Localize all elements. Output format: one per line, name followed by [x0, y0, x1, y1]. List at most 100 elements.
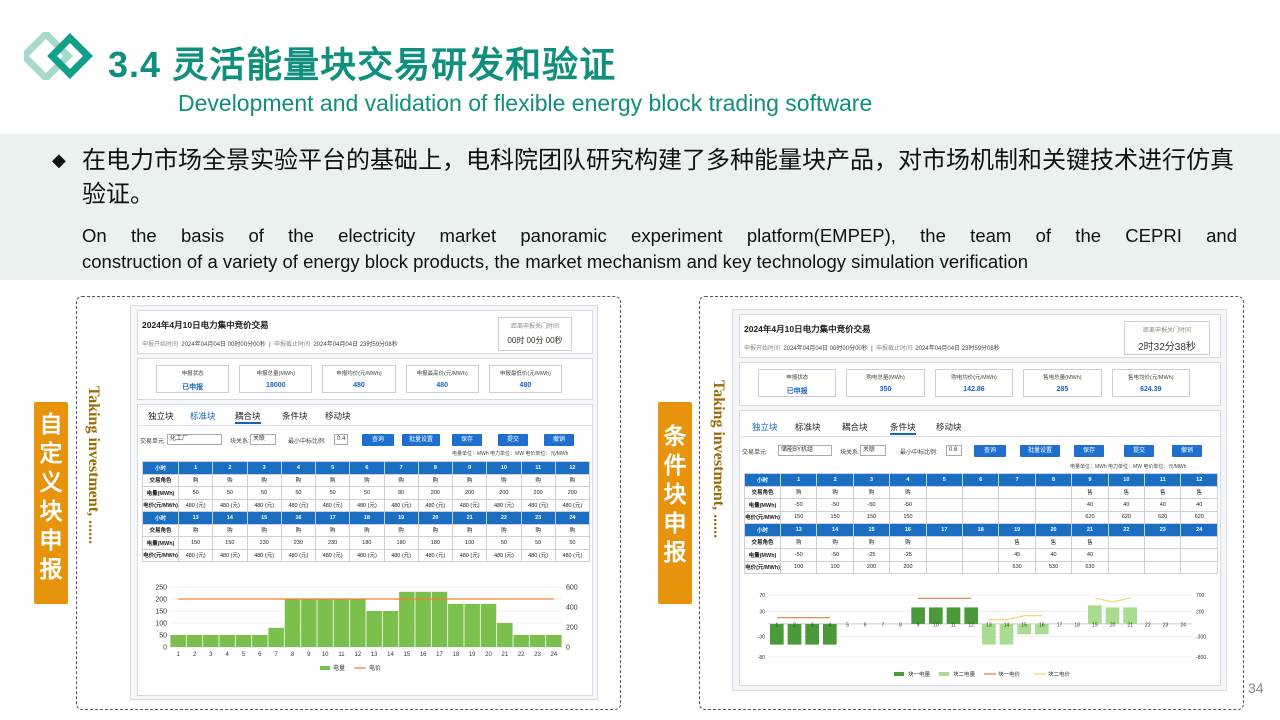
table-cell[interactable]: 480 (元) — [280, 498, 317, 512]
left-tab-conditional[interactable]: 条件块 — [282, 411, 308, 421]
table-cell[interactable]: 480 (元) — [246, 548, 282, 562]
table-cell[interactable] — [1107, 535, 1146, 549]
table-cell[interactable] — [962, 548, 1000, 562]
table-cell[interactable]: 购 — [383, 473, 419, 487]
table-cell[interactable]: 100 — [816, 560, 854, 574]
table-cell[interactable]: 购 — [486, 473, 522, 487]
table-cell[interactable]: 480 (元) — [280, 548, 317, 562]
table-cell[interactable] — [925, 560, 964, 574]
table-cell[interactable]: 50 — [554, 536, 591, 550]
table-cell[interactable]: 630 — [1071, 560, 1109, 574]
table-cell[interactable]: 620 — [1180, 510, 1218, 524]
table-cell[interactable]: 480 (元) — [451, 548, 488, 562]
left-tab-moving[interactable]: 移动块 — [325, 411, 351, 421]
left-revoke-button[interactable]: 撤销 — [544, 434, 574, 446]
right-tab-conditional[interactable]: 条件块 — [890, 421, 916, 435]
table-cell[interactable] — [1180, 535, 1218, 549]
table-cell[interactable]: 200 — [417, 486, 454, 500]
table-cell[interactable]: 45 — [998, 548, 1036, 562]
table-cell[interactable]: 50 — [280, 486, 317, 500]
table-cell[interactable]: 180 — [349, 536, 385, 550]
right-save-button[interactable]: 保存 — [1074, 445, 1104, 457]
table-cell[interactable]: -25 — [889, 548, 927, 562]
table-cell[interactable]: 480 (元) — [212, 548, 248, 562]
table-cell[interactable]: 200 — [554, 486, 591, 500]
table-cell[interactable] — [998, 510, 1036, 524]
table-cell[interactable] — [1144, 548, 1182, 562]
table-cell[interactable]: 购 — [852, 535, 891, 549]
table-cell[interactable]: 购 — [280, 523, 317, 537]
table-cell[interactable]: 180 — [417, 536, 454, 550]
table-cell[interactable]: 购 — [212, 473, 248, 487]
table-cell[interactable]: -50 — [779, 548, 818, 562]
table-cell[interactable] — [962, 485, 1000, 499]
right-revoke-button[interactable]: 撤销 — [1172, 445, 1202, 457]
table-cell[interactable] — [1144, 560, 1182, 574]
table-cell[interactable]: 购 — [314, 523, 351, 537]
table-cell[interactable]: -25 — [852, 548, 891, 562]
table-cell[interactable]: 480 (元) — [177, 548, 214, 562]
table-cell[interactable]: 480 (元) — [451, 498, 488, 512]
table-cell[interactable]: 200 — [486, 486, 522, 500]
table-cell[interactable]: 200 — [889, 560, 927, 574]
right-unit-select[interactable]: 储能BY机组 — [778, 445, 832, 456]
table-cell[interactable]: 100 — [779, 560, 818, 574]
table-cell[interactable]: 150 — [816, 510, 854, 524]
table-cell[interactable]: 100 — [451, 536, 488, 550]
left-save-button[interactable]: 保存 — [452, 434, 482, 446]
table-cell[interactable]: 购 — [816, 485, 854, 499]
table-cell[interactable]: 40 — [1144, 498, 1182, 512]
table-cell[interactable]: 480 (元) — [383, 548, 419, 562]
left-unit-select[interactable]: 化工厂 — [167, 434, 222, 445]
table-cell[interactable]: 购 — [383, 523, 419, 537]
table-cell[interactable]: 售 — [1071, 535, 1109, 549]
table-cell[interactable]: 购 — [816, 535, 854, 549]
right-tab-standard[interactable]: 标准块 — [795, 422, 821, 432]
table-cell[interactable]: 480 (元) — [520, 498, 556, 512]
table-cell[interactable] — [1107, 560, 1146, 574]
table-cell[interactable]: 购 — [349, 523, 385, 537]
table-cell[interactable]: 480 (元) — [212, 498, 248, 512]
table-cell[interactable]: 150 — [212, 536, 248, 550]
table-cell[interactable]: -50 — [779, 498, 818, 512]
table-cell[interactable]: 售 — [998, 535, 1036, 549]
table-cell[interactable]: -50 — [852, 498, 891, 512]
table-cell[interactable]: -50 — [816, 548, 854, 562]
table-cell[interactable] — [1144, 535, 1182, 549]
table-cell[interactable] — [962, 560, 1000, 574]
table-cell[interactable]: 购 — [280, 473, 317, 487]
right-tab-coupled[interactable]: 耦合块 — [842, 422, 868, 432]
table-cell[interactable]: 50 — [520, 536, 556, 550]
table-cell[interactable]: 620 — [1071, 510, 1109, 524]
table-cell[interactable]: 购 — [889, 485, 927, 499]
left-batch-button[interactable]: 批量设置 — [402, 434, 440, 446]
table-cell[interactable]: 购 — [889, 535, 927, 549]
table-cell[interactable] — [925, 535, 964, 549]
table-cell[interactable] — [925, 498, 964, 512]
table-cell[interactable]: 购 — [212, 523, 248, 537]
table-cell[interactable]: 80 — [383, 486, 419, 500]
table-cell[interactable] — [1180, 548, 1218, 562]
table-cell[interactable] — [1107, 548, 1146, 562]
table-cell[interactable]: 购 — [314, 473, 351, 487]
table-cell[interactable]: 200 — [520, 486, 556, 500]
table-cell[interactable]: 售 — [1144, 485, 1182, 499]
left-submit-button[interactable]: 提交 — [498, 434, 528, 446]
table-cell[interactable]: 售 — [1071, 485, 1109, 499]
table-cell[interactable]: 购 — [417, 523, 454, 537]
table-cell[interactable]: 购 — [520, 473, 556, 487]
right-batch-button[interactable]: 批量设置 — [1020, 445, 1060, 457]
table-cell[interactable]: 480 (元) — [314, 498, 351, 512]
table-cell[interactable]: 购 — [451, 523, 488, 537]
right-query-button[interactable]: 查询 — [974, 445, 1006, 457]
table-cell[interactable]: 购 — [520, 523, 556, 537]
table-cell[interactable]: 40 — [1071, 498, 1109, 512]
left-rel-select[interactable]: 关联 — [250, 434, 276, 445]
table-cell[interactable]: 150 — [889, 510, 927, 524]
table-cell[interactable] — [925, 485, 964, 499]
table-cell[interactable]: 50 — [486, 536, 522, 550]
table-cell[interactable]: 售 — [1107, 485, 1146, 499]
right-tab-independent[interactable]: 独立块 — [752, 422, 778, 432]
table-cell[interactable]: -50 — [889, 498, 927, 512]
table-cell[interactable]: 购 — [852, 485, 891, 499]
